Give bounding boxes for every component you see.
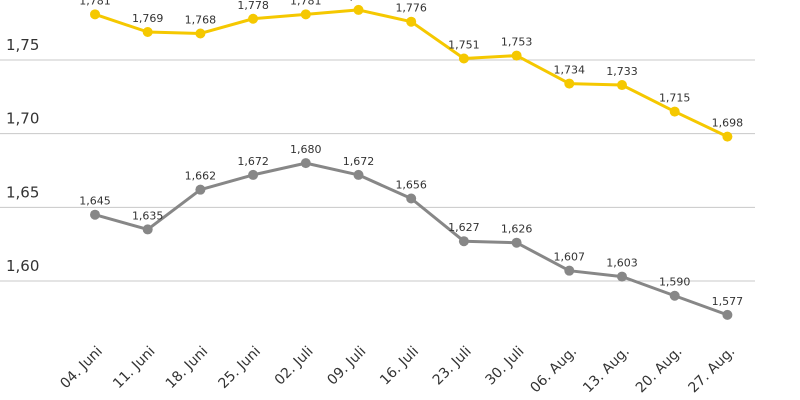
data-label: 1,698 xyxy=(712,117,744,130)
x-tick-label: 16. Juli xyxy=(377,344,422,389)
data-label: 1,715 xyxy=(659,92,691,105)
y-tick-label: 1,70 xyxy=(6,110,39,128)
data-point xyxy=(458,53,469,64)
data-label: 1,603 xyxy=(606,257,638,270)
data-label: 1,635 xyxy=(132,209,164,222)
y-tick-label: 1,75 xyxy=(6,36,39,54)
data-point xyxy=(248,169,259,180)
x-tick-label: 23. Juli xyxy=(430,344,475,389)
x-tick-label: 25. Juni xyxy=(216,344,264,392)
data-point xyxy=(564,78,575,89)
data-point xyxy=(90,9,100,20)
data-label: 1,734 xyxy=(554,64,586,77)
data-point xyxy=(617,80,627,91)
x-axis-ticks: 04. Juni 11. Juni 18. Juni 25. Juni 02. Juli… xyxy=(57,344,738,397)
data-point xyxy=(300,158,311,169)
x-tick-label: 27. Aug. xyxy=(686,344,739,397)
data-point xyxy=(142,224,153,235)
data-label: 1,656 xyxy=(395,178,427,191)
data-point xyxy=(353,169,364,180)
data-label: 1,778 xyxy=(237,0,269,12)
data-label: 1,672 xyxy=(343,155,375,168)
x-tick-label: 30. Juli xyxy=(483,344,528,389)
data-point xyxy=(90,209,100,220)
series: 1,781 1,769 1,768 1,778 1,781 1,784 1,776 1,751… xyxy=(79,0,743,320)
data-label: 1,577 xyxy=(712,295,744,308)
data-point xyxy=(617,271,627,282)
x-tick-label: 02. Juli xyxy=(272,344,317,389)
data-point xyxy=(722,309,733,320)
x-tick-label: 11. Juni xyxy=(110,344,158,392)
data-label: 1,662 xyxy=(185,170,217,183)
data-point xyxy=(669,290,680,301)
data-point xyxy=(458,236,469,247)
data-point xyxy=(248,13,259,24)
data-point xyxy=(142,27,153,38)
x-tick-label: 06. Aug. xyxy=(527,344,580,397)
y-axis-ticks: 1,60 1,65 1,70 1,75 xyxy=(6,36,39,275)
data-label: 1,627 xyxy=(448,221,480,234)
data-label: 1,680 xyxy=(290,143,322,156)
data-label: 1,781 xyxy=(79,0,111,7)
data-label: 1,590 xyxy=(659,276,691,289)
y-tick-label: 1,60 xyxy=(6,257,39,275)
data-label: 1,672 xyxy=(237,155,269,168)
series-yellow: 1,781 1,769 1,768 1,778 1,781 1,784 1,776 1,751… xyxy=(79,0,743,142)
data-point xyxy=(195,184,206,195)
data-point xyxy=(406,16,417,27)
data-point xyxy=(195,28,206,39)
data-label: 1,768 xyxy=(185,13,217,26)
series-gray: 1,645 1,635 1,662 1,672 1,680 1,672 1,656 1,627… xyxy=(79,143,743,320)
gridlines xyxy=(0,59,755,282)
data-label: 1,626 xyxy=(501,223,533,236)
data-label: 1,751 xyxy=(448,39,480,52)
data-label: 1,781 xyxy=(290,0,322,7)
data-label: 1,645 xyxy=(79,195,111,208)
data-label: 1,607 xyxy=(554,251,586,264)
data-label: 1,733 xyxy=(606,65,638,78)
y-tick-label: 1,65 xyxy=(6,183,39,201)
x-tick-label: 13. Aug. xyxy=(580,344,633,397)
data-point xyxy=(406,193,417,204)
data-point xyxy=(511,50,522,61)
x-tick-label: 20. Aug. xyxy=(633,344,686,397)
data-point xyxy=(564,265,575,276)
x-tick-label: 04. Juni xyxy=(57,344,105,392)
data-point xyxy=(669,106,680,117)
data-point xyxy=(722,131,733,142)
x-tick-label: 18. Juni xyxy=(163,344,211,392)
x-tick-label: 09. Juli xyxy=(324,344,369,389)
data-point xyxy=(511,237,522,248)
data-label: 1,776 xyxy=(395,2,427,15)
data-point xyxy=(300,9,311,20)
data-label: 1,753 xyxy=(501,36,533,49)
data-label: 1,769 xyxy=(132,12,164,25)
data-label: 1,784 xyxy=(343,0,375,3)
data-point xyxy=(353,4,364,15)
